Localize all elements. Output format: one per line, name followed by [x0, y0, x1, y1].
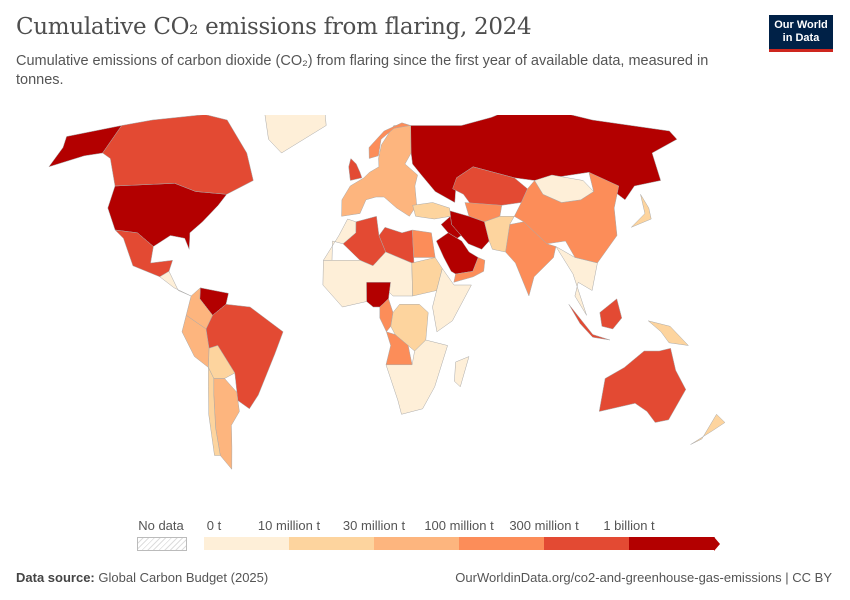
country-turkey[interactable]: [412, 202, 451, 220]
country-southeast-asia[interactable]: [555, 246, 598, 316]
logo-line1: Our World: [774, 19, 828, 31]
legend-bin-5[interactable]: [629, 537, 715, 550]
country-china[interactable]: [513, 171, 620, 264]
country-australia[interactable]: [598, 347, 687, 423]
country-pakistan[interactable]: [484, 216, 515, 253]
country-canada[interactable]: [102, 115, 254, 195]
country-japan[interactable]: [631, 194, 652, 228]
country-central-america[interactable]: [159, 270, 192, 297]
legend-no-data-swatch[interactable]: [137, 537, 187, 551]
country-united-kingdom[interactable]: [348, 158, 363, 181]
country-oman[interactable]: [453, 257, 486, 283]
source-label: Data source:: [16, 570, 95, 585]
country-india[interactable]: [505, 221, 557, 297]
source-link[interactable]: Global Carbon Budget (2025): [98, 570, 269, 585]
legend-no-data-label: No data: [138, 518, 184, 533]
country-borneo[interactable]: [599, 298, 623, 330]
data-source: Data source: Global Carbon Budget (2025): [16, 570, 268, 585]
country-southern-africa[interactable]: [385, 339, 448, 415]
legend-bin-0[interactable]: [204, 537, 290, 550]
chart-title: Cumulative CO₂ emissions from flaring, 2…: [16, 14, 532, 40]
country-russia[interactable]: [410, 115, 678, 203]
country-chile[interactable]: [208, 367, 221, 456]
footer-url[interactable]: OurWorldinData.org/co2-and-greenhouse-ga…: [455, 570, 832, 585]
country-new-zealand[interactable]: [690, 413, 726, 445]
legend-tick: 100 million t: [424, 518, 494, 533]
owid-logo[interactable]: Our World in Data: [769, 15, 833, 52]
world-map: [48, 115, 726, 470]
country-europe[interactable]: [341, 125, 418, 217]
legend-tick: 1 billion t: [603, 518, 655, 533]
country-kazakhstan[interactable]: [452, 166, 528, 206]
country-horn-of-africa[interactable]: [432, 267, 472, 333]
country-egypt[interactable]: [412, 229, 436, 258]
legend-bin-4[interactable]: [544, 537, 630, 550]
country-nigeria[interactable]: [366, 282, 391, 308]
country-papua[interactable]: [648, 320, 690, 346]
legend-bin-3[interactable]: [459, 537, 545, 550]
legend-tick: 0 t: [206, 518, 222, 533]
legend-arrow: [714, 537, 720, 551]
country-madagascar[interactable]: [454, 356, 470, 388]
legend-tick: 30 million t: [342, 518, 406, 533]
country-greenland[interactable]: [264, 115, 327, 154]
country-mexico[interactable]: [114, 229, 173, 278]
legend: No data 0 t 10 million t 30 million t 100 m…: [0, 515, 850, 555]
country-mongolia[interactable]: [534, 174, 594, 203]
country-indonesia[interactable]: [568, 304, 611, 341]
logo-line2: in Data: [782, 32, 820, 44]
legend-tick: 10 million t: [257, 518, 321, 533]
legend-bin-1[interactable]: [289, 537, 375, 550]
legend-tick: 300 million t: [509, 518, 579, 533]
chart-subtitle: Cumulative emissions of carbon dioxide (…: [16, 53, 709, 88]
legend-bin-2[interactable]: [374, 537, 460, 550]
